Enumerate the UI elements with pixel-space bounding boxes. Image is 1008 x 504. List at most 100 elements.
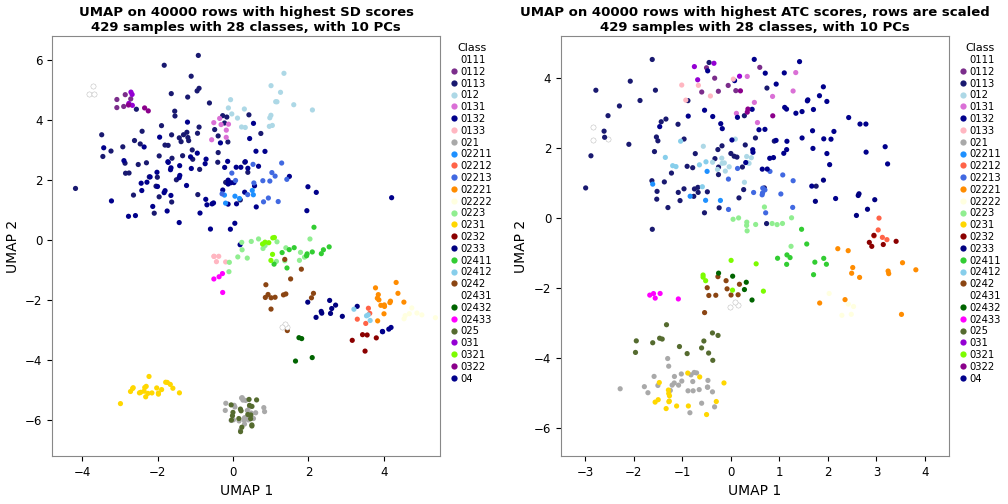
Point [784,204,800,212]
Point [808,182,825,190]
Point [679,97,696,105]
Point [149,168,165,176]
Point [798,240,814,248]
Point [729,109,745,117]
Point [245,191,261,199]
Point [632,96,648,104]
Point [234,123,250,131]
Title: UMAP on 40000 rows with highest SD scores
429 samples with 28 classes, with 10 P: UMAP on 40000 rows with highest SD score… [79,6,413,34]
Point [600,135,616,143]
Point [36,180,52,188]
Point [699,167,715,175]
Point [160,158,176,166]
Point [645,180,661,188]
Point [218,258,234,266]
Point [794,134,810,142]
Point [658,321,674,329]
Point [128,105,144,113]
Point [746,188,762,197]
Point [701,291,717,299]
Point [358,320,374,328]
Point [698,158,714,166]
Point [596,127,612,135]
Point [811,92,828,100]
Point [248,203,264,211]
Point [738,278,754,286]
Point [223,225,239,233]
Point [273,159,289,167]
Point [298,207,314,215]
Point [232,195,248,203]
Point [210,149,226,157]
Point [375,328,391,336]
Point [894,259,910,267]
Point [585,123,601,132]
Point [190,149,206,157]
Point [664,381,680,389]
Point [726,75,742,83]
Point [718,277,734,285]
Point [249,396,265,404]
Point [226,178,242,186]
Point [198,155,214,163]
Point [123,88,139,96]
Point [141,372,157,381]
Point [636,383,652,391]
Point [210,132,226,140]
Point [299,250,316,258]
Point [103,147,119,155]
Point [676,185,692,193]
Point [858,120,874,128]
Point [220,180,236,188]
Point [171,389,187,397]
Point [359,331,375,339]
Point [739,227,755,235]
Point [740,159,756,167]
Point [144,389,160,397]
Point [242,135,258,143]
Point [140,107,156,115]
Point [175,131,192,139]
Point [313,309,330,317]
Point [779,137,795,145]
Point [241,414,257,422]
Point [344,336,360,344]
Point [806,258,823,266]
Point [368,334,384,342]
Point [701,58,717,67]
Point [861,238,877,246]
Point [736,185,752,194]
Point [215,288,231,296]
Point [642,291,658,299]
Point [778,146,794,154]
Point [109,95,125,103]
Point [171,219,187,227]
Point [123,95,139,103]
Point [818,260,835,268]
Point [661,392,677,400]
Point [163,90,179,98]
Point [656,178,672,186]
Point [696,337,712,345]
Point [139,178,155,186]
Point [583,152,599,160]
Point [121,99,137,107]
Point [849,211,865,219]
Point [226,416,242,424]
Point [245,414,261,422]
Point [260,194,276,202]
Point [190,87,206,95]
Point [718,167,734,175]
Point [296,253,312,261]
Point [754,165,770,173]
Point [729,153,745,161]
Point [237,414,253,422]
Point [660,386,676,394]
Point [680,402,697,410]
Point [727,298,743,306]
Point [647,398,663,406]
Point [600,112,616,120]
Point [705,388,721,396]
Point [673,370,689,378]
Point [670,120,686,129]
